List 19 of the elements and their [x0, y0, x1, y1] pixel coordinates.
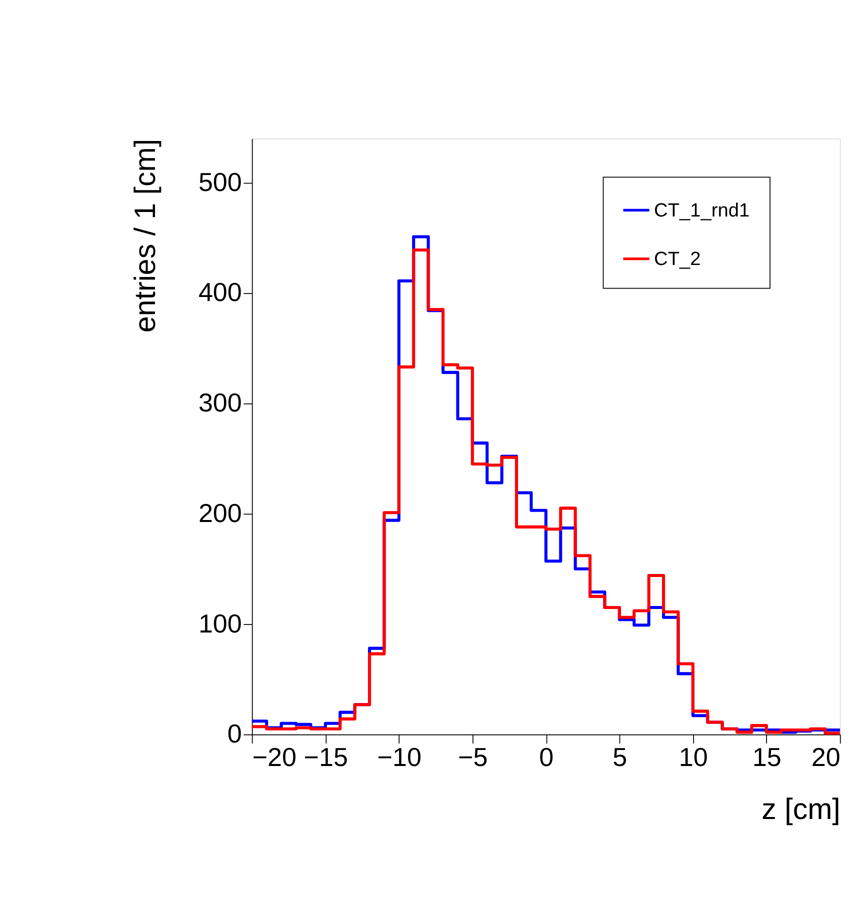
x-tick-label: 20	[811, 742, 840, 772]
y-tick-label: 200	[198, 498, 242, 528]
legend-label: CT_1_rnd1	[654, 200, 750, 222]
x-tick-label: −5	[458, 742, 488, 772]
y-tick-label: 400	[198, 277, 242, 308]
y-tick-label: 300	[198, 388, 242, 418]
y-tick-label: 0	[227, 718, 242, 749]
x-tick-label: 5	[612, 742, 628, 772]
x-tick-label: −10	[377, 742, 422, 772]
x-tick-label: 15	[752, 742, 782, 772]
y-tick-label: 100	[198, 608, 242, 638]
x-tick-label: −15	[304, 742, 348, 772]
x-tick-label: −20	[252, 742, 297, 772]
x-axis-title: z [cm]	[762, 793, 840, 826]
y-axis-title: entries / 1 [cm]	[129, 138, 162, 333]
legend-label: CT_2	[654, 248, 701, 270]
x-tick-label: 0	[539, 742, 554, 772]
x-tick-label: 10	[678, 742, 708, 772]
y-tick-label: 500	[198, 166, 242, 197]
